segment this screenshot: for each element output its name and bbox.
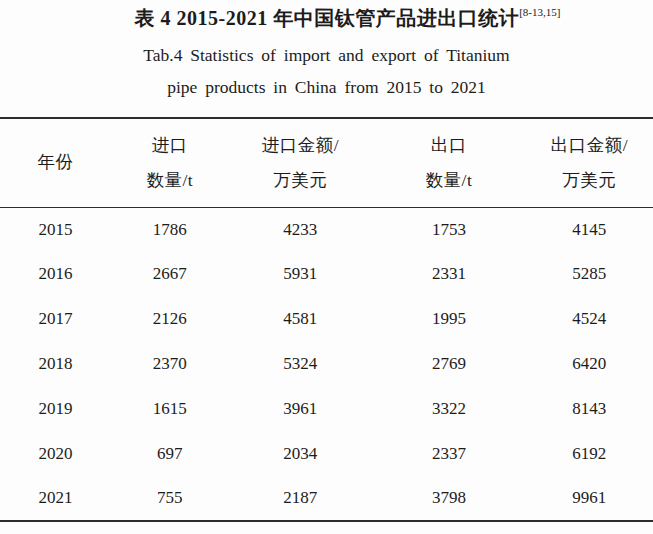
table-row: 2016 2667 5931 2331 5285 bbox=[0, 252, 653, 297]
cell-year: 2016 bbox=[0, 252, 111, 297]
cell-import-value: 2034 bbox=[229, 431, 373, 476]
header-row: 年份 进口 数量/t 进口金额/ 万美元 出口 数量/t 出口金额/ 万美 bbox=[0, 118, 653, 207]
cell-export-value: 6420 bbox=[526, 342, 653, 387]
cell-export-qty: 1995 bbox=[372, 297, 525, 342]
header-line: 数量/t bbox=[372, 163, 525, 198]
table-row: 2018 2370 5324 2769 6420 bbox=[0, 342, 653, 387]
table-row: 2017 2126 4581 1995 4524 bbox=[0, 297, 653, 342]
table-row: 2019 1615 3961 3322 8143 bbox=[0, 386, 653, 431]
header-line: 万美元 bbox=[229, 163, 373, 198]
cell-import-value: 4233 bbox=[229, 207, 373, 252]
table-caption-en: Tab.4 Statistics of import and export of… bbox=[0, 39, 653, 103]
cell-import-qty: 1786 bbox=[111, 207, 229, 252]
cell-import-value: 2187 bbox=[229, 476, 373, 521]
table-row: 2020 697 2034 2337 6192 bbox=[0, 431, 653, 476]
cell-export-qty: 2337 bbox=[372, 431, 525, 476]
cell-export-value: 5285 bbox=[526, 252, 653, 297]
cell-import-value: 4581 bbox=[229, 297, 373, 342]
cell-year: 2021 bbox=[0, 476, 111, 521]
cell-year: 2015 bbox=[0, 207, 111, 252]
cell-import-qty: 2370 bbox=[111, 342, 229, 387]
cell-export-value: 6192 bbox=[526, 431, 653, 476]
cell-import-value: 3961 bbox=[229, 386, 373, 431]
column-header-export-qty: 出口 数量/t bbox=[372, 118, 525, 207]
column-header-export-value: 出口金额/ 万美元 bbox=[526, 118, 653, 207]
cell-export-value: 9961 bbox=[526, 476, 653, 521]
column-header-import-value: 进口金额/ 万美元 bbox=[229, 118, 373, 207]
cell-year: 2017 bbox=[0, 297, 111, 342]
cell-export-qty: 3798 bbox=[372, 476, 525, 521]
cell-export-value: 8143 bbox=[526, 386, 653, 431]
header-line: 出口金额/ bbox=[526, 128, 653, 163]
table-row: 2015 1786 4233 1753 4145 bbox=[0, 207, 653, 252]
header-line: 万美元 bbox=[526, 163, 653, 198]
citation-superscript: [8-13,15] bbox=[519, 6, 560, 18]
cell-export-value: 4145 bbox=[526, 207, 653, 252]
table-caption-zh: 表 4 2015-2021 年中国钛管产品进出口统计[8-13,15] bbox=[0, 0, 653, 31]
paper-table-figure: 表 4 2015-2021 年中国钛管产品进出口统计[8-13,15] Tab.… bbox=[0, 0, 653, 534]
table-caption-zh-text: 表 4 2015-2021 年中国钛管产品进出口统计 bbox=[135, 7, 520, 29]
header-line: 数量/t bbox=[111, 163, 229, 198]
cell-import-value: 5931 bbox=[229, 252, 373, 297]
cell-export-qty: 1753 bbox=[372, 207, 525, 252]
cell-export-value: 4524 bbox=[526, 297, 653, 342]
cell-import-qty: 2667 bbox=[111, 252, 229, 297]
cell-export-qty: 2331 bbox=[372, 252, 525, 297]
cell-export-qty: 3322 bbox=[372, 386, 525, 431]
table-caption-en-line1: Tab.4 Statistics of import and export of… bbox=[0, 39, 653, 71]
table-caption-en-line2: pipe products in China from 2015 to 2021 bbox=[0, 71, 653, 103]
header-line: 出口 bbox=[372, 128, 525, 163]
header-line: 进口 bbox=[111, 128, 229, 163]
cell-import-qty: 1615 bbox=[111, 386, 229, 431]
cell-export-qty: 2769 bbox=[372, 342, 525, 387]
cell-year: 2020 bbox=[0, 431, 111, 476]
cell-year: 2019 bbox=[0, 386, 111, 431]
table-row: 2021 755 2187 3798 9961 bbox=[0, 476, 653, 521]
column-header-year: 年份 bbox=[0, 118, 111, 207]
cell-import-qty: 697 bbox=[111, 431, 229, 476]
cell-year: 2018 bbox=[0, 342, 111, 387]
header-line: 年份 bbox=[0, 145, 111, 180]
column-header-import-qty: 进口 数量/t bbox=[111, 118, 229, 207]
header-line: 进口金额/ bbox=[229, 128, 373, 163]
cell-import-qty: 2126 bbox=[111, 297, 229, 342]
cell-import-value: 5324 bbox=[229, 342, 373, 387]
cell-import-qty: 755 bbox=[111, 476, 229, 521]
import-export-table: 年份 进口 数量/t 进口金额/ 万美元 出口 数量/t 出口金额/ 万美 bbox=[0, 117, 653, 522]
